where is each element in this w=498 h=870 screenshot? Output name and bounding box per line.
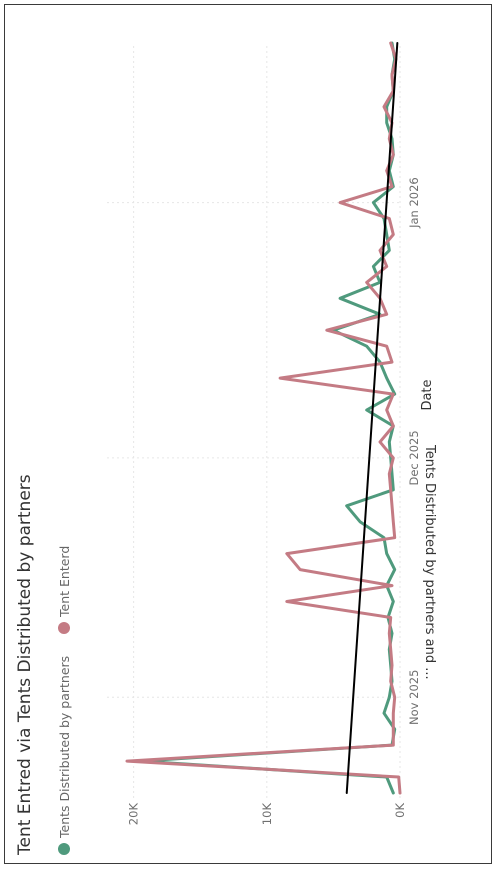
series-lines — [125, 41, 402, 795]
x-tick-label: Nov 2025 — [407, 670, 421, 725]
legend-label-tents-distributed: Tents Distributed by partners — [57, 656, 72, 839]
legend-label-tent-enterd: Tent Enterd — [57, 546, 72, 618]
y-tick-label: 10K — [260, 803, 274, 826]
y-tick-label: 20K — [127, 803, 141, 826]
series-line-tent-enterd — [125, 41, 402, 795]
legend-marker-tent-enterd — [58, 622, 70, 634]
trend-line — [345, 42, 399, 794]
series-line-tents-distributed — [138, 41, 397, 795]
chart-frame — [4, 4, 492, 864]
y-axis-title: Tents Distributed by partners and ... — [422, 444, 437, 680]
y-axis-ticks: 0K 10K 20K — [127, 803, 407, 826]
x-axis-title: Date — [420, 379, 435, 410]
x-tick-label: Jan 2026 — [407, 177, 421, 229]
x-tick-label: Dec 2025 — [407, 430, 421, 485]
x-axis-ticks: Nov 2025 Dec 2025 Jan 2026 — [407, 177, 421, 725]
gridlines — [107, 43, 401, 798]
y-tick-label: 0K — [393, 803, 407, 818]
legend-marker-tents-distributed — [58, 843, 70, 855]
legend: Tents Distributed by partners Tent Enter… — [57, 546, 72, 855]
chart-title: Tent Entred via Tents Distributed by par… — [15, 474, 35, 856]
